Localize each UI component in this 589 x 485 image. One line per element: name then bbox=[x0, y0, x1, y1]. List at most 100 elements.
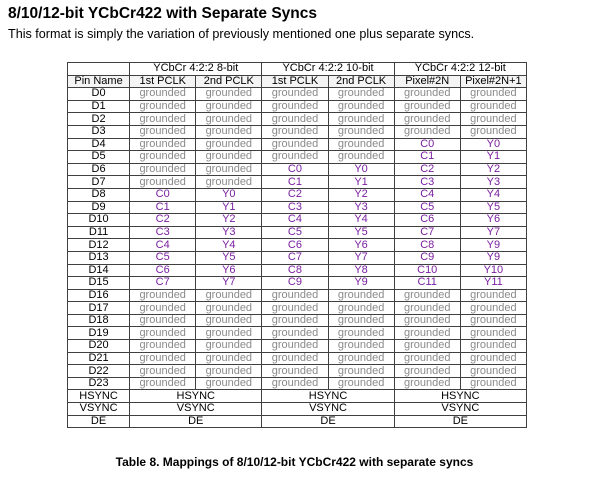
mapping-cell: C4 bbox=[129, 238, 197, 252]
mapping-cell: C0 bbox=[393, 137, 461, 152]
mapping-cell: Y0 bbox=[459, 137, 528, 152]
mapping-cell: grounded bbox=[129, 376, 197, 391]
table-row: D8 C0 Y0 C2 Y2 C4 Y4 bbox=[66, 187, 528, 202]
mapping-cell: grounded bbox=[195, 162, 263, 177]
mapping-cell: C5 bbox=[261, 225, 329, 240]
mapping-cell: grounded bbox=[459, 326, 528, 341]
pin-name-cell: D13 bbox=[66, 250, 131, 265]
mapping-cell: grounded bbox=[459, 87, 528, 101]
mapping-cell: Y8 bbox=[327, 263, 395, 278]
mapping-cell: Y9 bbox=[459, 250, 528, 265]
table-row: D20 grounded grounded grounded grounded groun… bbox=[66, 339, 528, 353]
pin-name-cell: D16 bbox=[66, 288, 131, 303]
sync-cell: VSYNC bbox=[393, 402, 528, 416]
mapping-cell: Y1 bbox=[327, 175, 395, 189]
pin-name-cell: D14 bbox=[66, 263, 131, 278]
mapping-cell: grounded bbox=[129, 87, 197, 101]
mapping-cell: Y2 bbox=[195, 213, 263, 227]
pin-name-cell: D7 bbox=[66, 175, 131, 189]
table-row: D9 C1 Y1 C3 Y3 C5 Y5 bbox=[66, 200, 528, 215]
mapping-cell: Y7 bbox=[327, 250, 395, 265]
mapping-cell: Y5 bbox=[195, 250, 263, 265]
sync-cell: HSYNC bbox=[393, 389, 528, 404]
mapping-cell: grounded bbox=[195, 288, 263, 303]
table-row: D7 grounded grounded C1 Y1 C3 Y3 bbox=[66, 175, 528, 189]
mapping-cell: grounded bbox=[261, 99, 329, 114]
corner-cell bbox=[66, 62, 131, 76]
sync-row: HSYNC HSYNC HSYNC HSYNC bbox=[66, 389, 528, 404]
mapping-cell: grounded bbox=[195, 150, 263, 164]
mapping-cell: C6 bbox=[393, 213, 461, 227]
pin-mapping-table: YCbCr 4:2:2 8-bit YCbCr 4:2:2 10-bit YCb… bbox=[66, 62, 528, 429]
mapping-cell: Y7 bbox=[195, 276, 263, 290]
mapping-cell: grounded bbox=[261, 339, 329, 353]
mapping-cell: grounded bbox=[129, 326, 197, 341]
mapping-cell: grounded bbox=[393, 376, 461, 391]
mapping-cell: Y2 bbox=[459, 162, 528, 177]
mapping-cell: grounded bbox=[195, 351, 263, 366]
mapping-cell: grounded bbox=[129, 351, 197, 366]
sub-header-cell: 2nd PCLK bbox=[327, 74, 395, 89]
pin-name-cell: D9 bbox=[66, 200, 131, 215]
mapping-cell: C3 bbox=[261, 200, 329, 215]
table-row: D2 grounded grounded grounded grounded ground… bbox=[66, 112, 528, 126]
mapping-cell: C2 bbox=[393, 162, 461, 177]
mapping-cell: Y2 bbox=[327, 187, 395, 202]
table-row: D19 grounded grounded grounded grounded groun… bbox=[66, 326, 528, 341]
pin-name-cell: D11 bbox=[66, 225, 131, 240]
mapping-cell: grounded bbox=[393, 301, 461, 315]
mapping-cell: grounded bbox=[129, 137, 197, 152]
mapping-cell: C8 bbox=[261, 263, 329, 278]
mapping-cell: grounded bbox=[327, 339, 395, 353]
mapping-cell: grounded bbox=[195, 376, 263, 391]
mapping-cell: grounded bbox=[459, 301, 528, 315]
pin-name-header: Pin Name bbox=[66, 74, 131, 89]
mapping-cell: Y7 bbox=[459, 225, 528, 240]
table-row: D10 C2 Y2 C4 Y4 C6 Y6 bbox=[66, 213, 528, 227]
pin-name-cell: D0 bbox=[66, 87, 131, 101]
table-row: D13 C5 Y5 C7 Y7 C9 Y9 bbox=[66, 250, 528, 265]
mapping-cell: Y6 bbox=[195, 263, 263, 278]
table-row: D21 grounded grounded grounded grounded groun… bbox=[66, 351, 528, 366]
table-row: D11 C3 Y3 C5 Y5 C7 Y7 bbox=[66, 225, 528, 240]
mapping-cell: grounded bbox=[327, 112, 395, 126]
mapping-cell: grounded bbox=[129, 162, 197, 177]
mapping-cell: grounded bbox=[195, 313, 263, 328]
mapping-cell: grounded bbox=[459, 339, 528, 353]
mapping-cell: grounded bbox=[327, 124, 395, 139]
mapping-cell: grounded bbox=[129, 288, 197, 303]
table-row: D22 grounded grounded grounded grounded groun… bbox=[66, 364, 528, 378]
mapping-cell: C11 bbox=[393, 276, 461, 290]
sync-cell: HSYNC bbox=[261, 389, 395, 404]
mapping-cell: C7 bbox=[393, 225, 461, 240]
pin-name-cell: D18 bbox=[66, 313, 131, 328]
pin-name-cell: D19 bbox=[66, 326, 131, 341]
mapping-cell: grounded bbox=[393, 326, 461, 341]
mapping-cell: grounded bbox=[195, 99, 263, 114]
mapping-cell: grounded bbox=[393, 351, 461, 366]
mapping-cell: Y4 bbox=[195, 238, 263, 252]
table-row: D18 grounded grounded grounded grounded groun… bbox=[66, 313, 528, 328]
mapping-cell: grounded bbox=[261, 301, 329, 315]
sync-cell: DE bbox=[129, 414, 263, 429]
mapping-cell: grounded bbox=[393, 99, 461, 114]
mapping-cell: grounded bbox=[327, 137, 395, 152]
mapping-cell: grounded bbox=[129, 175, 197, 189]
mapping-cell: Y9 bbox=[459, 238, 528, 252]
mapping-cell: grounded bbox=[261, 326, 329, 341]
mapping-cell: grounded bbox=[195, 339, 263, 353]
pin-name-cell: D3 bbox=[66, 124, 131, 139]
mapping-cell: grounded bbox=[327, 351, 395, 366]
mapping-cell: grounded bbox=[459, 376, 528, 391]
table-row: D5 grounded grounded grounded grounded C1 Y1 bbox=[66, 150, 528, 164]
sync-row: VSYNC VSYNC VSYNC VSYNC bbox=[66, 402, 528, 416]
pin-name-cell: D21 bbox=[66, 351, 131, 366]
mapping-cell: grounded bbox=[327, 364, 395, 378]
mapping-cell: grounded bbox=[195, 87, 263, 101]
sync-cell: VSYNC bbox=[129, 402, 263, 416]
mapping-cell: grounded bbox=[129, 301, 197, 315]
mapping-cell: grounded bbox=[393, 124, 461, 139]
intro-paragraph: This format is simply the variation of p… bbox=[8, 27, 475, 41]
pin-name-cell: D20 bbox=[66, 339, 131, 353]
mapping-cell: grounded bbox=[261, 376, 329, 391]
